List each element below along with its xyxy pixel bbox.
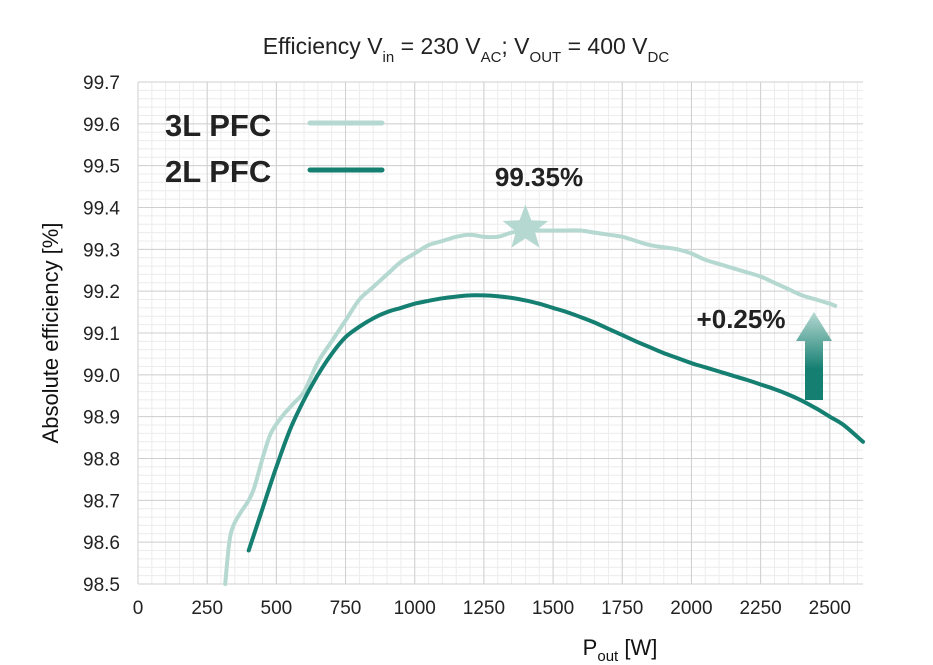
y-tick-label: 99.1 <box>83 324 120 345</box>
major-gridlines <box>137 81 863 585</box>
y-tick-label: 98.9 <box>83 408 120 429</box>
x-tick-label: 750 <box>330 598 362 619</box>
x-axis-label: Pout [W] <box>583 635 658 665</box>
series-lines <box>223 228 865 586</box>
y-axis-ticks: 98.5 98.6 98.7 98.8 98.9 99.0 99.1 99.2 99.3 99.4… <box>83 73 120 596</box>
x-tick-label: 500 <box>261 598 293 619</box>
y-tick-label: 98.7 <box>83 491 120 512</box>
improvement-arrow-icon <box>796 312 832 400</box>
x-tick-label: 250 <box>191 598 223 619</box>
y-tick-label: 99.2 <box>83 282 120 303</box>
chart-title: Efficiency Vin = 230 VAC; VOUT = 400 VDC <box>263 33 670 66</box>
y-tick-label: 99.6 <box>83 115 120 136</box>
y-tick-label: 99.7 <box>83 73 120 94</box>
x-axis-ticks: 0 250 500 750 1000 1250 1500 1750 2000 2250 2500 <box>133 598 851 619</box>
peak-efficiency-label: 99.35% <box>495 162 583 192</box>
series-line-3l-pfc <box>223 228 838 586</box>
x-tick-label: 0 <box>133 598 144 619</box>
x-tick-label: 2000 <box>670 598 712 619</box>
legend: 3L PFC 2L PFC <box>165 108 385 189</box>
y-tick-label: 98.5 <box>83 575 120 596</box>
improvement-label: +0.25% <box>697 304 786 334</box>
y-axis-label: Absolute efficiency [%] <box>38 223 63 444</box>
x-tick-label: 2250 <box>739 598 781 619</box>
x-tick-label: 1250 <box>463 598 505 619</box>
y-tick-label: 99.5 <box>83 157 120 178</box>
x-tick-label: 2500 <box>809 598 851 619</box>
y-tick-label: 98.6 <box>83 533 120 554</box>
x-tick-label: 1000 <box>394 598 436 619</box>
y-tick-label: 99.0 <box>83 366 120 387</box>
legend-label-2l: 2L PFC <box>165 154 271 189</box>
x-tick-label: 1500 <box>532 598 574 619</box>
y-tick-label: 99.3 <box>83 240 120 261</box>
y-tick-label: 99.4 <box>83 199 120 220</box>
y-tick-label: 98.8 <box>83 450 120 471</box>
legend-label-3l: 3L PFC <box>165 108 271 143</box>
x-tick-label: 1750 <box>601 598 643 619</box>
series-line-2l-pfc <box>246 293 865 553</box>
peak-star-icon <box>502 204 549 248</box>
